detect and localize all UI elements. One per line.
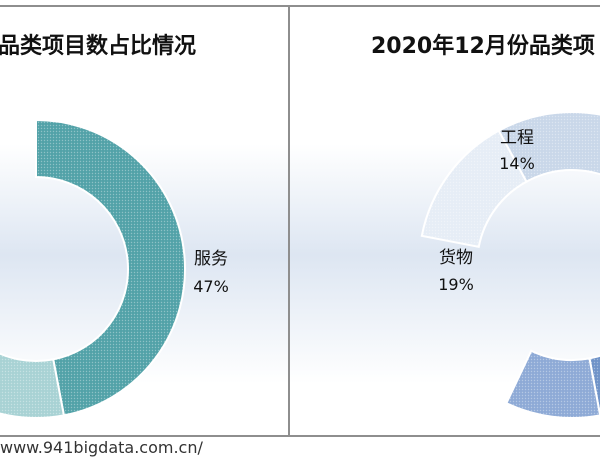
slices-left [0, 118, 186, 419]
donut-slice-texture-1 [36, 120, 186, 416]
chart-panel-right: 2020年12月份品类项 工程 14% 货物 19% [288, 5, 600, 437]
donut-slice-texture-1 [421, 130, 527, 247]
slice-pct-goods: 19% [438, 275, 474, 294]
slice-pct-engineering: 14% [499, 154, 535, 173]
donut-slice-texture-4 [506, 350, 600, 418]
slice-pct-service: 47% [193, 277, 229, 296]
slices-right [420, 111, 600, 419]
chart-svg-right: 2020年12月份品类项 工程 14% 货物 19% [371, 33, 600, 419]
slice-label-goods: 货物 [439, 248, 473, 268]
donut-slice-texture-2 [498, 112, 600, 182]
chart-title: 品类项目数占比情况 [0, 33, 196, 59]
chart-title: 2020年12月份品类项 [371, 33, 595, 59]
slice-label-service: 服务 [194, 249, 228, 269]
source-url: www.941bigdata.com.cn/ [0, 438, 203, 457]
chart-svg-left: 品类项目数占比情况 服务 47% [0, 33, 229, 419]
chart-panel-left: 品类项目数占比情况 服务 47% [0, 5, 290, 437]
slice-label-engineering: 工程 [500, 128, 534, 148]
donut-slice-texture-2 [0, 353, 64, 419]
